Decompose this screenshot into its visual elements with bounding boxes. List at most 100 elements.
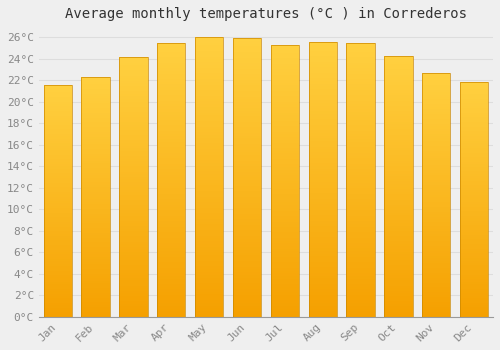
Bar (460, 89, 488, 92)
Bar (422, 107, 450, 109)
Bar (460, 127, 488, 129)
Bar (270, 202, 299, 205)
Bar (233, 139, 261, 141)
Bar (233, 77, 261, 80)
Bar (44, 155, 72, 157)
Bar (422, 253, 450, 256)
Bar (157, 262, 186, 265)
Bar (460, 242, 488, 244)
Bar (233, 108, 261, 111)
Bar (346, 226, 375, 229)
Bar (233, 267, 261, 270)
Bar (460, 188, 488, 190)
Bar (157, 55, 186, 57)
Bar (119, 286, 148, 288)
Bar (44, 206, 72, 208)
Bar (195, 177, 224, 180)
Bar (346, 46, 375, 49)
Bar (157, 60, 186, 63)
Bar (195, 314, 224, 317)
Bar (195, 278, 224, 280)
Bar (119, 307, 148, 309)
Bar (195, 292, 224, 294)
Bar (422, 109, 450, 112)
Bar (82, 288, 110, 290)
Bar (119, 73, 148, 76)
Bar (346, 74, 375, 76)
Bar (157, 180, 186, 183)
Bar (346, 63, 375, 65)
Bar (157, 109, 186, 112)
Bar (233, 116, 261, 119)
Bar (119, 216, 148, 218)
Bar (195, 266, 224, 269)
Bar (460, 228, 488, 230)
Bar (157, 268, 186, 270)
Bar (460, 300, 488, 303)
Bar (460, 153, 488, 155)
Bar (308, 311, 337, 314)
Bar (270, 230, 299, 232)
Bar (460, 96, 488, 99)
Bar (422, 229, 450, 231)
Bar (308, 42, 337, 317)
Bar (460, 148, 488, 150)
Bar (346, 246, 375, 248)
Bar (44, 143, 72, 146)
Bar (270, 211, 299, 214)
Bar (384, 192, 412, 194)
Bar (82, 230, 110, 233)
Bar (270, 235, 299, 238)
Bar (384, 155, 412, 158)
Bar (157, 90, 186, 93)
Bar (119, 195, 148, 197)
Bar (346, 205, 375, 208)
Bar (82, 127, 110, 130)
Bar (384, 239, 412, 241)
Bar (44, 245, 72, 247)
Bar (460, 94, 488, 96)
Bar (270, 55, 299, 58)
Bar (422, 244, 450, 246)
Bar (346, 202, 375, 205)
Bar (384, 304, 412, 306)
Bar (119, 296, 148, 299)
Bar (270, 80, 299, 83)
Bar (157, 186, 186, 188)
Bar (422, 94, 450, 97)
Bar (82, 84, 110, 86)
Bar (119, 83, 148, 86)
Bar (82, 245, 110, 247)
Bar (308, 207, 337, 210)
Bar (346, 145, 375, 147)
Bar (233, 130, 261, 133)
Bar (308, 64, 337, 67)
Bar (460, 251, 488, 253)
Bar (82, 122, 110, 125)
Bar (195, 166, 224, 169)
Bar (195, 62, 224, 65)
Bar (422, 151, 450, 153)
Bar (82, 89, 110, 91)
Bar (233, 155, 261, 158)
Bar (384, 111, 412, 114)
Bar (346, 128, 375, 131)
Bar (346, 172, 375, 175)
Bar (119, 63, 148, 65)
Bar (233, 102, 261, 105)
Bar (44, 85, 72, 88)
Bar (157, 246, 186, 248)
Bar (119, 301, 148, 304)
Bar (82, 218, 110, 221)
Bar (157, 128, 186, 131)
Bar (157, 243, 186, 246)
Bar (270, 83, 299, 85)
Bar (384, 296, 412, 299)
Bar (119, 102, 148, 104)
Bar (270, 292, 299, 295)
Bar (270, 249, 299, 251)
Bar (157, 57, 186, 60)
Bar (233, 105, 261, 108)
Bar (233, 161, 261, 163)
Bar (233, 63, 261, 66)
